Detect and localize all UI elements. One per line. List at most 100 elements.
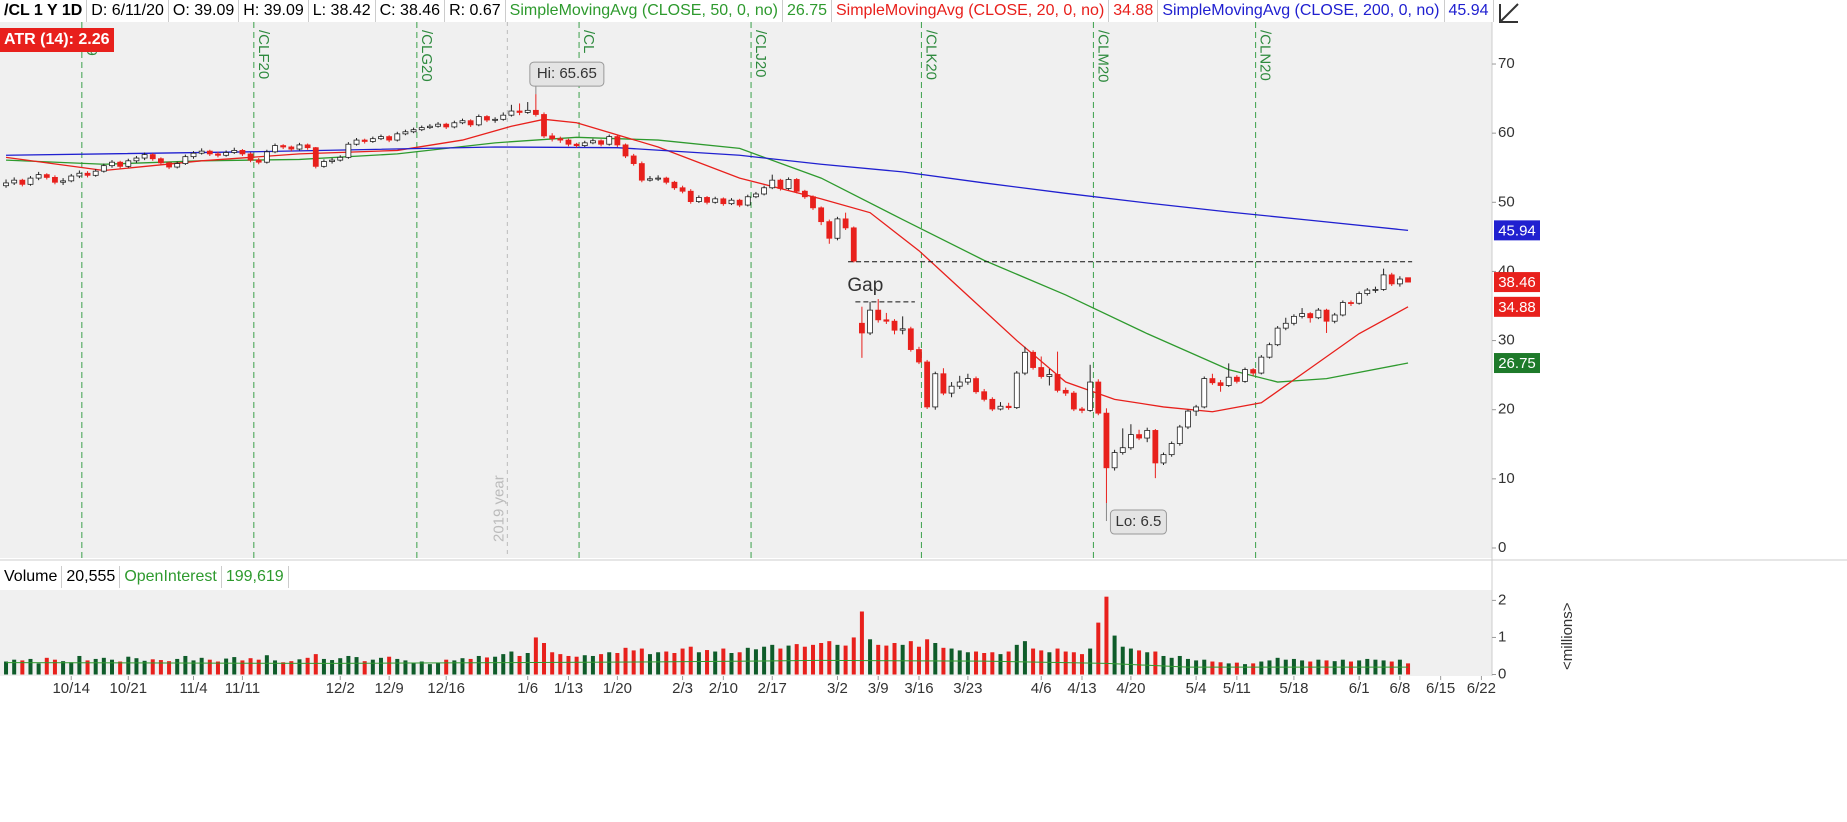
candle-body <box>956 381 963 387</box>
candle-body <box>109 161 115 167</box>
candle-body <box>1087 381 1094 411</box>
candle-body <box>1291 315 1297 324</box>
candle-body <box>345 143 352 158</box>
volume-bar <box>574 656 579 675</box>
x-tick-label: 1/20 <box>603 680 632 697</box>
oi-name: OpenInterest <box>120 566 222 588</box>
candle-body <box>158 158 164 164</box>
candle-body <box>777 179 784 189</box>
candle-body <box>1396 278 1403 285</box>
candle-body <box>1299 313 1305 317</box>
candle-body <box>1339 302 1346 316</box>
candle-body <box>459 120 466 124</box>
volume-bar <box>884 645 889 675</box>
volume-bar <box>1161 655 1166 675</box>
volume-bar <box>403 660 408 675</box>
candle-body <box>1307 313 1314 319</box>
header-field: C: 38.46 <box>376 0 446 22</box>
candle-body <box>231 150 238 153</box>
volume-bar <box>44 657 49 675</box>
candle-body <box>117 161 124 167</box>
volume-bar <box>215 661 220 675</box>
volume-bar <box>623 647 628 675</box>
header-field: D: 6/11/20 <box>87 0 169 22</box>
volume-bar <box>566 655 571 675</box>
candle-body <box>451 122 458 128</box>
candle-body <box>695 197 702 203</box>
volume-bar <box>827 641 832 675</box>
volume-unit: <millions> <box>1559 602 1576 670</box>
candle-body <box>761 187 767 195</box>
volume-bar <box>175 658 180 675</box>
x-tick-label: 12/9 <box>375 680 404 697</box>
volume-bar <box>1234 662 1239 675</box>
volume-bar <box>354 657 359 675</box>
volume-bar <box>1226 663 1231 675</box>
candle-body <box>981 391 988 400</box>
volume-bar <box>4 661 9 675</box>
candle-body <box>541 114 547 137</box>
candle-body <box>1168 443 1175 456</box>
volume-bar <box>411 663 416 675</box>
candle-body <box>402 131 409 135</box>
x-tick-label: 10/21 <box>110 680 148 697</box>
volume-bar <box>313 654 318 675</box>
volume-bar <box>1128 648 1133 675</box>
volume-bar <box>1389 661 1394 675</box>
x-tick-label: 5/18 <box>1279 680 1308 697</box>
candle-body <box>581 142 588 147</box>
volume-bar <box>1332 661 1337 675</box>
candle-body <box>1119 447 1126 453</box>
candle-body <box>60 180 66 183</box>
candle-body <box>1348 302 1354 304</box>
x-tick-label: 3/16 <box>904 680 933 697</box>
candle-body <box>590 140 596 144</box>
volume-bar <box>582 655 587 675</box>
volume-bar <box>1055 648 1060 675</box>
candle-body <box>304 144 311 149</box>
x-tick-label: 2/3 <box>672 680 693 697</box>
volume-bar <box>321 658 326 675</box>
candle-body <box>149 154 156 160</box>
volume-bar <box>615 653 620 675</box>
volume-bar <box>289 661 294 675</box>
candle-body <box>27 177 34 185</box>
candle-body <box>141 154 148 159</box>
volume-bar <box>224 658 229 675</box>
candle-body <box>198 150 205 154</box>
candle-body <box>736 199 743 206</box>
volume-bar <box>590 655 595 675</box>
symbol: /CL 1 Y 1D <box>0 0 88 22</box>
y-tick-label: 50 <box>1498 193 1515 210</box>
candle-body <box>378 136 384 140</box>
candle-body <box>263 151 270 163</box>
candle-body <box>1079 408 1085 411</box>
volume-bar <box>753 649 758 675</box>
volume-bar <box>1088 648 1093 675</box>
volume-bar <box>1079 654 1084 675</box>
volume-y-tick-label: 2 <box>1498 591 1506 608</box>
candle-body <box>239 150 246 155</box>
candle-body <box>1217 382 1224 386</box>
y-tick-label: 0 <box>1498 539 1506 556</box>
price-tag <box>1494 272 1540 293</box>
volume-bar <box>476 655 481 675</box>
drawing-tool-icon[interactable] <box>1499 3 1519 23</box>
moving-average <box>5 118 1409 413</box>
volume-bar <box>607 652 612 675</box>
volume-bar <box>207 659 212 675</box>
volume-bar <box>69 662 74 675</box>
candle-body <box>1323 309 1330 322</box>
candle-body <box>1193 406 1200 412</box>
price-tag-label: 34.88 <box>1498 299 1536 316</box>
candle-body <box>321 161 327 167</box>
candle-body <box>899 328 906 331</box>
candle-body <box>1242 369 1248 382</box>
candle-body <box>557 138 564 141</box>
moving-average <box>6 136 1409 383</box>
price-tag-label: 38.46 <box>1498 274 1536 291</box>
icon[interactable] <box>1499 3 1519 23</box>
volume-bar <box>134 658 139 675</box>
volume-bar <box>974 651 979 675</box>
candle-body <box>630 155 637 164</box>
